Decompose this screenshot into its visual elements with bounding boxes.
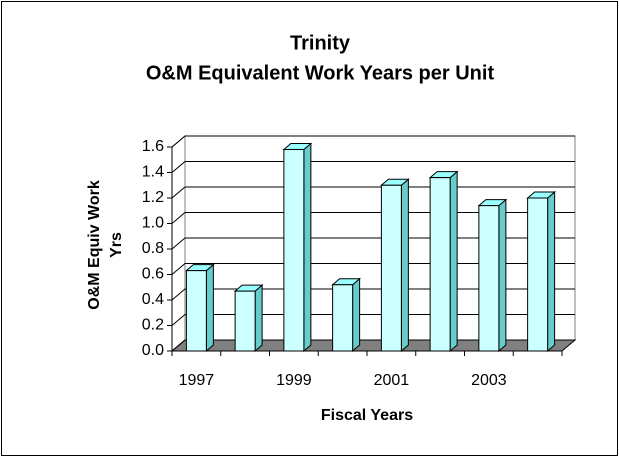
y-tick-label: 0.2 — [142, 317, 164, 334]
bar — [233, 283, 264, 353]
x-tick-label: 1999 — [276, 372, 312, 389]
x-axis-label: Fiscal Years — [321, 407, 413, 424]
bar-side — [449, 170, 458, 353]
bar-side — [303, 142, 312, 353]
bar-front — [380, 184, 402, 352]
bar-front — [478, 205, 500, 352]
bar-side — [498, 198, 507, 353]
bar-side — [254, 283, 263, 353]
bar-front — [527, 197, 549, 352]
bar — [477, 198, 508, 353]
y-axis-label: O&M Equiv Work Yrs — [86, 180, 125, 310]
bar — [428, 170, 459, 353]
y-tick-label: 1.0 — [142, 215, 164, 232]
grid-line — [171, 161, 575, 173]
bar — [282, 142, 313, 353]
bar — [380, 178, 410, 353]
bar-side — [547, 190, 556, 353]
y-tick-label: 1.2 — [142, 189, 164, 206]
bar-side — [205, 263, 214, 353]
chart-title: Trinity — [290, 32, 351, 54]
bar-front — [185, 270, 207, 352]
y-tick-label: 1.6 — [142, 138, 164, 155]
bar — [526, 190, 556, 353]
bar-front — [332, 284, 354, 352]
grid-line — [171, 135, 575, 148]
y-tick-label: 1.4 — [142, 164, 164, 181]
y-tick-label: 0.8 — [142, 240, 164, 257]
bar-side — [400, 178, 409, 353]
chart-subtitle: O&M Equivalent Work Years per Unit — [146, 62, 495, 84]
bar — [185, 263, 215, 353]
bar-front — [429, 177, 451, 352]
x-tick-label: 1997 — [179, 372, 215, 389]
y-tick-label: 0.0 — [142, 342, 164, 359]
bar — [331, 277, 361, 353]
y-tick-label: 0.6 — [142, 266, 164, 283]
y-axis-label-line: O&M Equiv Work — [86, 180, 103, 310]
x-tick-label: 2003 — [471, 372, 507, 389]
y-axis-label-line: Yrs — [108, 232, 125, 258]
floor — [170, 339, 577, 352]
bar-front — [283, 149, 305, 352]
x-tick-label: 2001 — [374, 372, 410, 389]
bar-side — [352, 277, 361, 353]
y-tick-label: 0.4 — [142, 291, 164, 308]
bar-front — [234, 290, 256, 352]
